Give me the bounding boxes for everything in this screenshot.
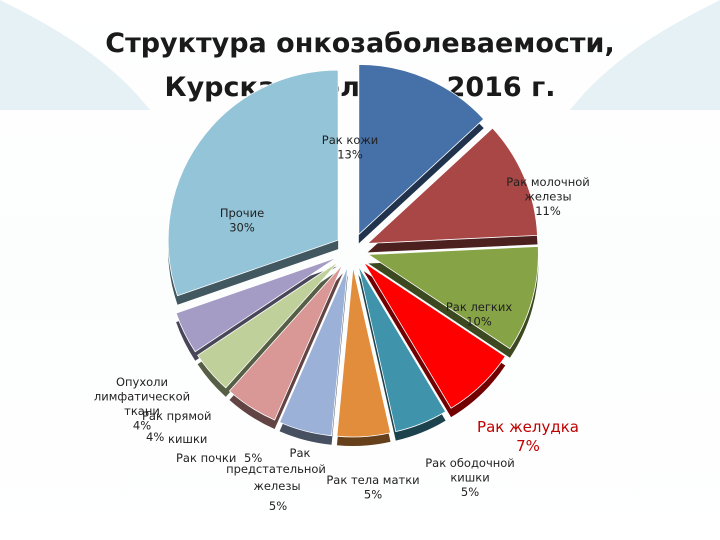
slice-label-7-line-2: предстательной xyxy=(226,462,326,476)
slice-8 xyxy=(228,264,344,421)
slice-7 xyxy=(279,266,349,437)
slice-2 xyxy=(366,127,538,244)
slice-10 xyxy=(175,257,337,353)
slice-label-5-line-3: 5% xyxy=(461,485,479,499)
slice-label-10-line-2: лимфатической xyxy=(94,390,190,404)
slice-9 xyxy=(197,260,340,389)
slice-label-11-line-2: 30% xyxy=(229,221,255,235)
slice-label-3-line-2: 10% xyxy=(466,315,492,329)
slice-label-10-line-3: ткани xyxy=(124,404,160,418)
slice-label-8-line-1: Рак почки xyxy=(176,451,236,465)
slice-6 xyxy=(336,266,392,438)
slice-label-9-line-2: кишки xyxy=(168,432,207,446)
slice-label-4-line-1: Рак желудка xyxy=(477,418,579,436)
slice-1 xyxy=(358,64,485,236)
slice-label-6-line-2: 5% xyxy=(364,488,382,502)
slice-label-5-line-2: кишки xyxy=(450,471,489,485)
slice-label-3-line-1: Рак легких xyxy=(446,300,512,314)
slice-label-7-line-3: железы xyxy=(253,479,300,493)
slice-label-8-line-2: 5% xyxy=(244,451,262,465)
slice-label-4-line-2: 7% xyxy=(516,437,540,455)
slice-label-5-line-1: Рак ободочной xyxy=(425,456,515,470)
slice-label-2-line-2: железы xyxy=(524,190,571,204)
slice-label-7-line-1: Рак xyxy=(290,446,311,460)
slice-label-1-line-2: 13% xyxy=(337,148,363,162)
slice-label-9-line-1: Рак прямой xyxy=(142,409,212,423)
slice-5 xyxy=(357,265,447,433)
slice-3 xyxy=(367,246,539,350)
slice-label-6-line-1: Рак тела матки xyxy=(326,473,419,487)
slice-label-1-line-1: Рак кожи xyxy=(322,133,378,147)
slice-label-11-line-1: Прочие xyxy=(220,206,264,220)
slice-label-2-line-3: 11% xyxy=(535,204,561,218)
slice-label-10-line-1: Опухоли xyxy=(116,375,168,389)
slice-label-9-line-3: 4% xyxy=(146,430,164,444)
slice-label-2-line-1: Рак молочной xyxy=(506,175,590,189)
slice-label-7-line-4: 5% xyxy=(269,499,287,513)
slice-11 xyxy=(167,69,339,297)
slice-4 xyxy=(363,261,506,409)
pie-slices xyxy=(167,64,539,438)
title-line-1: Структура онкозаболеваемости, xyxy=(105,28,615,59)
slice-label-10-line-4: 4% xyxy=(133,419,151,433)
